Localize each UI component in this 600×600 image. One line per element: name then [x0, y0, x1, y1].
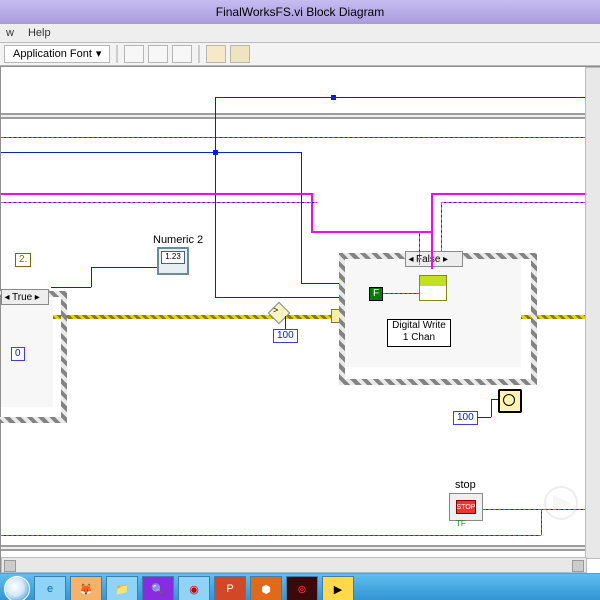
stop-icon: STOP	[456, 500, 476, 514]
scrollbar-horizontal[interactable]	[1, 557, 587, 573]
block-diagram-canvas[interactable]: Numeric 2 1.23 2. > 100 ◂ True ▸ 0 ◂ Fal…	[0, 66, 600, 574]
numeric-label: Numeric 2	[153, 234, 203, 246]
wire-blue	[215, 297, 343, 298]
taskbar-app-icon[interactable]: ◉	[178, 576, 210, 600]
stop-label: stop	[455, 479, 476, 491]
menubar: w Help	[0, 24, 600, 43]
scroll-right-icon[interactable]	[572, 560, 584, 572]
wire-blue	[215, 152, 216, 297]
taskbar-firefox-icon[interactable]: 🦊	[70, 576, 102, 600]
wire-magenta	[1, 193, 311, 195]
reorder-button[interactable]	[206, 45, 226, 63]
loop-border	[1, 113, 600, 119]
subvi-label: Digital Write 1 Chan	[387, 319, 451, 347]
resize-button[interactable]	[172, 45, 192, 63]
loop-border	[1, 545, 600, 551]
wire-blue	[477, 417, 491, 418]
wire-blue	[285, 316, 286, 329]
numeric-constant[interactable]: 0	[11, 347, 25, 361]
chevron-right-icon[interactable]: ▸	[32, 292, 42, 303]
wire-bool	[383, 293, 419, 294]
numeric-constant[interactable]: 100	[273, 329, 298, 343]
start-button[interactable]	[4, 576, 30, 600]
tf-marker: TF	[456, 519, 466, 528]
wire-magenta-dashed	[441, 202, 600, 203]
window-title: FinalWorksFS.vi Block Diagram	[216, 5, 384, 19]
wire-magenta	[431, 193, 433, 233]
chevron-left-icon[interactable]: ◂	[406, 254, 416, 265]
wire-magenta	[311, 193, 313, 231]
scroll-left-icon[interactable]	[4, 560, 16, 572]
wire-blue	[1, 152, 215, 153]
wire-magenta-dashed	[419, 231, 420, 265]
wire-blue	[491, 399, 498, 400]
toolbar: Application Font ▾	[0, 43, 600, 66]
wire-blue	[491, 399, 492, 417]
toolbar-separator	[198, 45, 200, 63]
case-selector[interactable]: ◂ True ▸	[1, 289, 49, 305]
font-label: Application Font	[13, 46, 92, 62]
case-selector[interactable]: ◂ False ▸	[405, 251, 463, 267]
taskbar-search-icon[interactable]: 🔍	[142, 576, 174, 600]
taskbar-cc-icon[interactable]: ⊚	[286, 576, 318, 600]
junction	[331, 95, 336, 100]
taskbar-ppt-icon[interactable]: P	[214, 576, 246, 600]
compare-node[interactable]	[268, 302, 291, 325]
wire-blue	[215, 97, 216, 152]
wire-blue	[301, 152, 302, 283]
chevron-right-icon[interactable]: ▸	[440, 254, 450, 265]
titlebar: FinalWorksFS.vi Block Diagram	[0, 0, 600, 24]
wire-magenta	[431, 193, 600, 195]
wire-blue	[215, 97, 600, 98]
bool-constant[interactable]: F	[369, 287, 383, 301]
distribute-button[interactable]	[148, 45, 168, 63]
wire-blue	[51, 287, 91, 288]
menu-item[interactable]: w	[6, 27, 14, 39]
subvi-linx[interactable]	[419, 275, 447, 301]
wire-blue	[91, 267, 157, 268]
font-selector[interactable]: Application Font ▾	[4, 45, 110, 63]
wire-bool	[1, 137, 600, 138]
numeric-value: 1.23	[161, 251, 185, 264]
taskbar-labview-icon[interactable]: ▶	[322, 576, 354, 600]
taskbar-ie-icon[interactable]: e	[34, 576, 66, 600]
wire-blue	[215, 152, 301, 153]
toolbar-separator	[116, 45, 118, 63]
subvi-header	[420, 276, 446, 286]
numeric-constant[interactable]: 2.	[15, 253, 31, 267]
taskbar: e 🦊 📁 🔍 ◉ P ⬢ ⊚ ▶	[0, 574, 600, 600]
wire-magenta-dashed	[1, 202, 317, 203]
wire-magenta	[431, 231, 433, 269]
stop-button[interactable]: STOP	[449, 493, 483, 521]
chevron-left-icon[interactable]: ◂	[2, 292, 12, 303]
wire-magenta	[311, 231, 431, 233]
wire-bool	[1, 535, 541, 536]
wire-blue	[91, 267, 92, 287]
taskbar-app-icon[interactable]: ⬢	[250, 576, 282, 600]
chevron-down-icon: ▾	[96, 46, 102, 62]
wait-ms-icon[interactable]	[498, 389, 522, 413]
align-button[interactable]	[124, 45, 144, 63]
wire-blue	[301, 283, 339, 284]
menu-item[interactable]: Help	[28, 27, 51, 39]
watermark-icon	[541, 483, 581, 523]
case-value: True	[12, 292, 32, 303]
numeric-constant[interactable]: 100	[453, 411, 478, 425]
gt-icon: >	[273, 305, 278, 315]
taskbar-explorer-icon[interactable]: 📁	[106, 576, 138, 600]
cleanup-button[interactable]	[230, 45, 250, 63]
scrollbar-vertical[interactable]	[585, 67, 600, 559]
numeric-control[interactable]: 1.23	[157, 247, 189, 275]
